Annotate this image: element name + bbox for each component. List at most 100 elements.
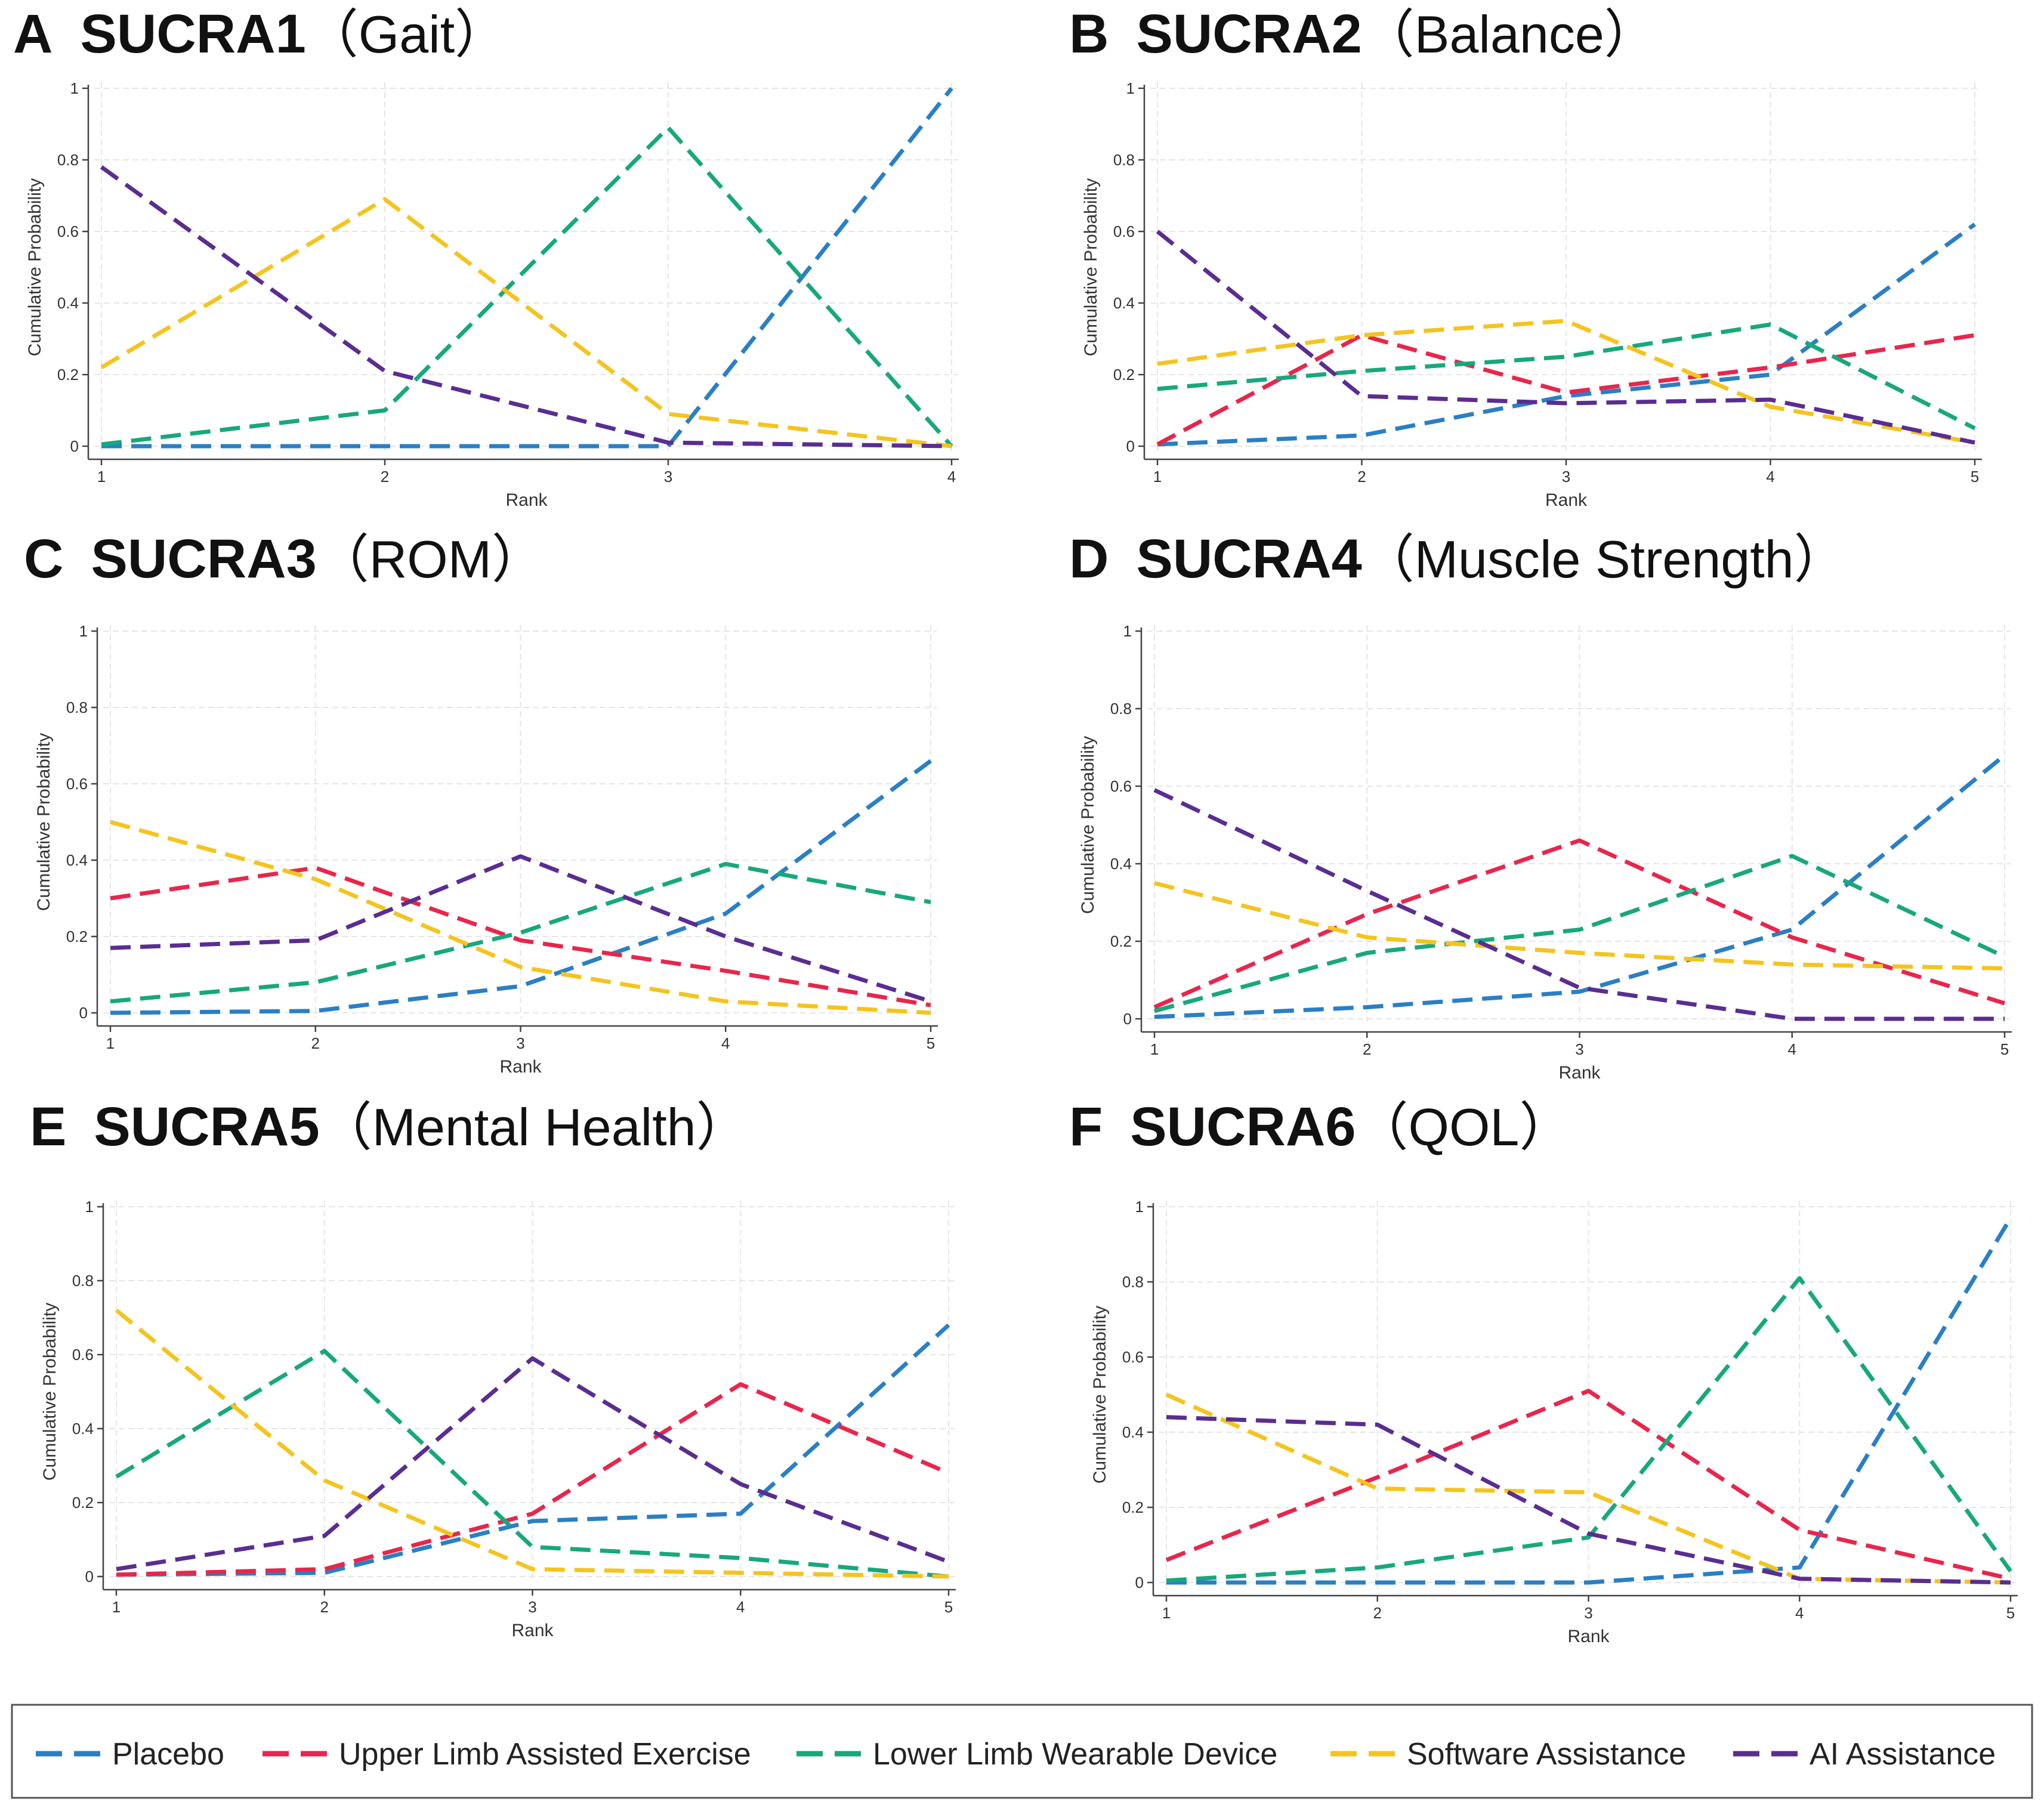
legend-label: Placebo [112,1737,224,1772]
series-line-placebo [1166,1217,2012,1585]
panel-letter: C [24,528,91,589]
series-line-ai-assistance [100,165,952,449]
y-tick-label: 0 [1135,1574,1144,1591]
y-tick-label: 0 [1126,437,1135,455]
y-tick-label: 0.4 [66,851,88,869]
series-line-ai-assistance [1153,788,2005,1021]
x-tick-label: 1 [1162,1604,1171,1622]
panel-c: C SUCRA3（ROM） 0 0.2 0.4 0.6 0.8 1 1 2 3 4 5 Rank Cumu… [24,528,938,1077]
panel-e: E SUCRA5（Mental Health） 0 0.2 0.4 0.6 0.8 1 1 2 3… [30,1096,956,1640]
y-tick-label: 0.6 [1113,222,1135,240]
x-tick-label: 1 [97,468,106,486]
legend-item-ai-assistance: AI Assistance [1733,1737,1996,1772]
panel-b: B SUCRA2（Balance） 0 0.2 0.4 0.6 0.8 1 1 2 3 4 5 Rank… [1069,4,1982,510]
y-tick-label: 0.4 [1110,855,1132,873]
legend-label: AI Assistance [1810,1737,1996,1772]
panel-title: B SUCRA2（Balance） [1069,4,1657,64]
series-line-ai-assistance [1166,1415,2011,1585]
legend-item-software-assistance: Software Assistance [1330,1737,1686,1772]
series-line-upper-limb-assisted-exercise [116,1382,950,1577]
series-line-lower-limb-wearable-device [101,125,953,448]
x-tick-label: 5 [927,1034,935,1052]
y-tick-label: 0.6 [72,1346,94,1364]
panel-subtitle: （Mental Health） [320,1098,749,1157]
panel-title: D SUCRA4（Muscle Strength） [1069,528,1847,589]
y-tick-label: 0.2 [1110,932,1132,950]
series-line-lower-limb-wearable-device [1154,854,2006,1013]
y-tick-label: 0 [79,1004,88,1022]
y-tick-label: 0.2 [57,366,79,384]
x-tick-label: 2 [311,1034,320,1052]
y-tick-label: 1 [70,79,79,97]
x-axis-label: Rank [1545,490,1588,510]
panel-title: F SUCRA6（QOL） [1069,1096,1571,1157]
series-line-lower-limb-wearable-device [110,861,931,1004]
panel-title-main: SUCRA2 [1136,4,1361,64]
x-tick-label: 5 [2000,1040,2009,1058]
y-axis-label: Cumulative Probability [1081,178,1101,356]
y-tick-label: 1 [79,622,88,640]
series-line-ai-assistance [1156,230,1975,445]
panel-subtitle: （Muscle Strength） [1362,530,1847,589]
series-line-placebo [110,759,933,1015]
legend-item-placebo: Placebo [36,1737,224,1772]
y-tick-label: 0.2 [66,928,88,945]
x-tick-label: 3 [528,1598,536,1616]
x-tick-label: 4 [1795,1604,1804,1622]
x-axis-label: Rank [505,490,548,510]
series-line-upper-limb-assisted-exercise [1156,333,1975,447]
x-tick-label: 4 [1788,1040,1796,1058]
y-tick-label: 0.4 [1113,294,1135,312]
panel-title-main: SUCRA6 [1130,1096,1356,1157]
x-tick-label: 3 [1575,1040,1583,1058]
series-line-software-assistance [100,197,952,449]
y-axis-label: Cumulative Probability [34,733,54,911]
legend-item-upper-limb-assisted-exercise: Upper Limb Assisted Exercise [263,1737,751,1772]
panel-letter: F [1069,1096,1130,1157]
series-line-software-assistance [110,820,931,1015]
series-line-lower-limb-wearable-device [1166,1276,2012,1583]
x-axis-label: Rank [1558,1063,1601,1083]
y-tick-label: 0.6 [1122,1348,1144,1366]
y-tick-label: 0.4 [72,1420,94,1438]
y-tick-label: 1 [1135,1198,1144,1216]
y-tick-label: 0.6 [1110,777,1132,795]
x-axis-label: Rank [1567,1627,1610,1646]
y-axis-label: Cumulative Probability [25,178,45,356]
panel-title-main: SUCRA1 [80,4,305,64]
panel-letter: D [1069,528,1136,589]
y-tick-label: 0.8 [66,698,88,716]
y-tick-label: 0.2 [1122,1498,1144,1516]
series-line-placebo [116,1323,950,1577]
series-line-upper-limb-assisted-exercise [1165,1389,2011,1581]
y-tick-label: 0.8 [1110,700,1132,718]
x-tick-label: 2 [320,1598,329,1616]
y-tick-label: 0.4 [1122,1423,1144,1441]
panel-title: A SUCRA1（Gait） [13,4,507,64]
panel-subtitle: （Balance） [1362,5,1657,64]
x-tick-label: 1 [1150,1040,1159,1058]
x-tick-label: 2 [381,468,389,486]
x-axis-label: Rank [499,1057,542,1077]
x-tick-label: 2 [1373,1604,1382,1622]
series-line-lower-limb-wearable-device [1157,322,1976,431]
x-tick-label: 1 [106,1034,115,1052]
x-tick-label: 4 [736,1598,745,1616]
y-tick-label: 0 [70,437,79,455]
panel-title-main: SUCRA3 [91,528,316,589]
legend-label: Upper Limb Assisted Exercise [339,1737,751,1772]
y-tick-label: 1 [85,1198,94,1216]
series-line-placebo [1154,753,2006,1019]
y-tick-label: 0 [85,1568,94,1585]
y-tick-label: 0.6 [66,775,88,793]
series-line-ai-assistance [110,854,932,1004]
x-tick-label: 3 [516,1034,524,1052]
series-line-software-assistance [1165,1392,2011,1585]
panel-d: D SUCRA4（Muscle Strength） 0 0.2 0.4 0.6 0.8 1 1… [1069,528,2012,1083]
x-axis-label: Rank [511,1621,554,1640]
series-line-ai-assistance [116,1356,950,1572]
panel-title: C SUCRA3（ROM） [24,528,544,589]
x-tick-label: 3 [664,468,672,486]
y-axis-label: Cumulative Probability [1090,1306,1110,1483]
